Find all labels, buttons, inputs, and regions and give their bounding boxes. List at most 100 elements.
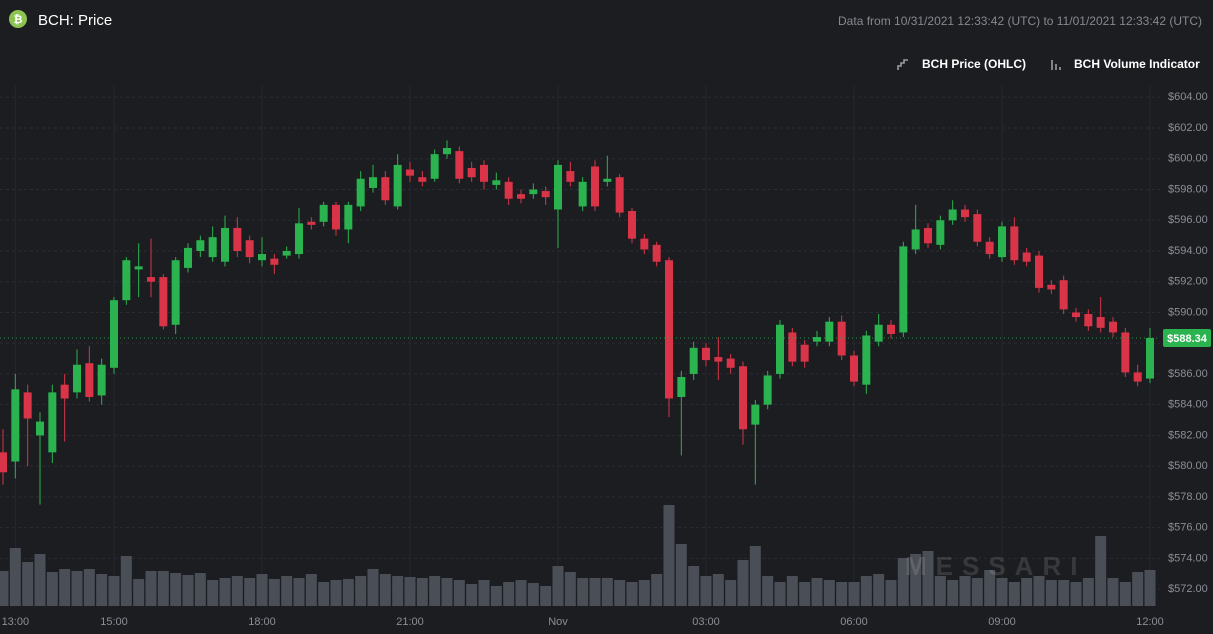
candle-body: [603, 178, 612, 182]
legend-label[interactable]: BCH Price (OHLC): [922, 57, 1026, 71]
volume-bar: [367, 569, 379, 606]
volume-bar: [120, 556, 132, 606]
volume-bar: [626, 582, 638, 606]
watermark: MESSARI: [905, 551, 1086, 581]
candle-body: [332, 204, 340, 230]
grid: [0, 85, 1160, 606]
volume-bar: [614, 580, 626, 606]
candle-body: [0, 452, 7, 473]
volume-bar: [83, 569, 95, 606]
candle-body: [467, 167, 476, 178]
y-tick-label: $596.00: [1168, 214, 1208, 226]
y-tick-label: $572.00: [1168, 583, 1208, 595]
candle-body: [1121, 332, 1130, 373]
y-tick-label: $576.00: [1168, 522, 1208, 534]
volume-bar: [342, 579, 354, 606]
candle-body: [517, 194, 525, 199]
volume-bar: [404, 577, 416, 606]
volume-bar: [1033, 576, 1045, 606]
volume-bar: [712, 574, 724, 606]
price-tag: [1163, 328, 1211, 347]
x-tick-label: 21:00: [396, 616, 424, 628]
candle-body: [443, 148, 451, 155]
candle-body: [541, 191, 550, 198]
y-tick-label: $604.00: [1168, 91, 1208, 103]
candle-body: [122, 260, 131, 301]
candle-body: [578, 181, 587, 207]
candle-body: [1133, 372, 1142, 382]
y-tick-label: $578.00: [1168, 491, 1208, 503]
candle-body: [566, 171, 575, 182]
volume-bar: [984, 570, 996, 606]
candle-body: [714, 357, 723, 362]
candle-body: [393, 164, 402, 207]
volume-bar: [1107, 578, 1119, 606]
candle-body: [97, 364, 106, 396]
x-tick-label: 13:00: [2, 616, 30, 628]
candle-body: [652, 244, 661, 262]
candle-body: [874, 324, 883, 342]
candle-body: [985, 241, 994, 255]
candle-body: [492, 180, 501, 185]
candle-body: [800, 344, 809, 362]
candle-body: [319, 204, 328, 222]
y-tick-label: $574.00: [1168, 552, 1208, 564]
volume-bar: [379, 574, 391, 606]
candle-body: [430, 154, 439, 179]
y-tick-label: $602.00: [1168, 122, 1208, 134]
candle-body: [171, 260, 180, 325]
y-tick-label: $600.00: [1168, 153, 1208, 165]
candle-body: [837, 321, 846, 356]
volume-bar: [1058, 580, 1070, 606]
candle-body: [763, 375, 772, 405]
volume-bar: [1119, 582, 1131, 606]
volume-bar: [1021, 578, 1033, 606]
candle-body: [85, 363, 94, 397]
volume-bar: [1095, 536, 1107, 606]
legend-label[interactable]: BCH Volume Indicator: [1074, 57, 1200, 71]
candle-body: [1084, 313, 1093, 327]
x-tick-label: 18:00: [248, 616, 276, 628]
volume-bar: [34, 554, 46, 606]
candle-body: [196, 240, 205, 251]
x-tick-label: 09:00: [988, 616, 1016, 628]
volume-bar: [108, 576, 120, 606]
volume-bar: [207, 580, 219, 606]
volume-bar: [1070, 582, 1082, 606]
candle-body: [702, 347, 710, 361]
legend-icon: [897, 59, 908, 70]
y-tick-label: $598.00: [1168, 183, 1208, 195]
candle-body: [307, 221, 316, 225]
volume-bar: [244, 578, 256, 606]
candle-body: [36, 421, 44, 436]
volume-bar: [885, 580, 897, 606]
candle-body: [973, 214, 982, 242]
volume-bar: [922, 551, 934, 606]
volume-bar: [564, 572, 576, 606]
volume-bar: [170, 573, 182, 606]
volume-bar: [774, 582, 786, 606]
candle-body: [850, 355, 858, 382]
candle-body: [825, 321, 834, 342]
candle-body: [936, 220, 945, 245]
candle-body: [282, 250, 291, 256]
legend[interactable]: BCH Price (OHLC) BCH Volume Indicator: [897, 57, 1200, 71]
volume-bar: [416, 578, 428, 606]
y-tick-label: $582.00: [1168, 429, 1208, 441]
volume-bar: [9, 548, 21, 606]
candle-body: [73, 364, 81, 393]
volume-bar: [490, 586, 502, 606]
volume-bar: [700, 576, 712, 606]
volume-bar: [601, 578, 613, 606]
volume-bar: [466, 584, 478, 606]
volume-bar: [996, 578, 1008, 606]
volume-bar: [318, 582, 330, 606]
volume-bar: [392, 576, 404, 606]
legend-icon: [1051, 60, 1061, 70]
x-tick-label: 03:00: [692, 616, 720, 628]
candle-body: [591, 166, 599, 207]
candle-body: [862, 335, 871, 385]
candle-body: [147, 277, 155, 282]
candle-body: [1022, 252, 1031, 262]
